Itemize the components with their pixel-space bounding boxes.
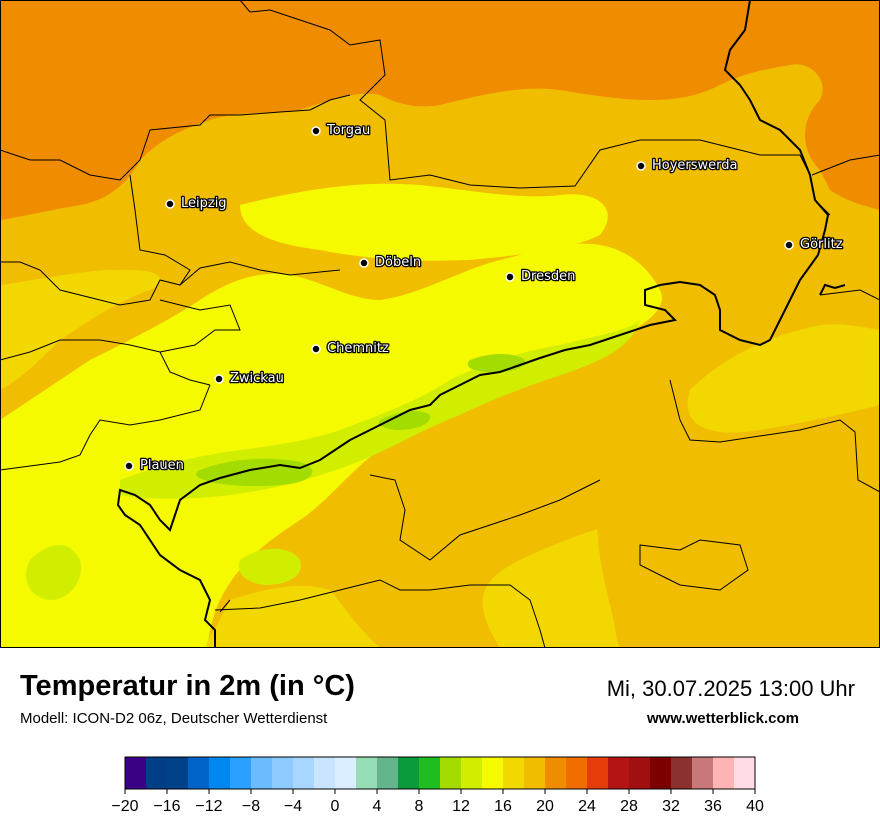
map-title: Temperatur in 2m (in °C) [20, 670, 355, 702]
scale-cell [650, 757, 672, 789]
scale-cell [230, 757, 252, 789]
country-border [116, 0, 846, 648]
city-torgau[interactable]: Torgau [311, 122, 372, 139]
city-label: Leipzig [181, 196, 227, 211]
scale-tick-label: 36 [704, 798, 722, 815]
scale-cell [293, 757, 315, 789]
city-markers: Torgau Hoyerswerda Leipzig Görlitz Döbel… [124, 122, 844, 474]
scale-tick-label: 12 [452, 798, 470, 815]
scale-tick-label: 40 [746, 798, 764, 815]
color-scale: −20 −16 −12 −8 −4 0 4 8 12 16 20 24 28 32 36 40 [111, 756, 764, 815]
temp-zone-26-east [820, 170, 880, 210]
scale-cell [356, 757, 378, 789]
city-plauen[interactable]: Plauen [124, 457, 185, 474]
scale-cell [629, 757, 651, 789]
scale-tick-label: −4 [284, 798, 302, 815]
scale-tick-label: 0 [331, 798, 340, 815]
scale-tick-label: 16 [494, 798, 512, 815]
scale-tick-label: 8 [415, 798, 424, 815]
temp-zone-14-s [238, 548, 301, 585]
scale-cell [482, 757, 504, 789]
scale-cell [608, 757, 630, 789]
scale-tick-label: 24 [578, 798, 596, 815]
scale-cell [188, 757, 210, 789]
city-label: Döbeln [375, 255, 421, 270]
scale-tick-label: 4 [373, 798, 382, 815]
city-zwickau[interactable]: Zwickau [214, 370, 285, 387]
scale-cell [167, 757, 189, 789]
forecast-datetime: Mi, 30.07.2025 13:00 Uhr [606, 676, 855, 701]
scale-tick-label: −8 [242, 798, 260, 815]
temp-zone-18-north [240, 183, 608, 261]
scale-cell [398, 757, 420, 789]
city-label: Dresden [521, 269, 575, 284]
scale-cell [587, 757, 609, 789]
city-doebeln[interactable]: Döbeln [359, 254, 422, 271]
scale-cell [734, 757, 756, 789]
website-link[interactable]: www.wetterblick.com [647, 710, 799, 727]
city-label: Görlitz [800, 237, 843, 252]
model-source: Modell: ICON-D2 06z, Deutscher Wetterdie… [20, 710, 328, 727]
city-label: Zwickau [230, 371, 284, 386]
scale-cell [419, 757, 441, 789]
scale-cell [524, 757, 546, 789]
temperature-map: Torgau Hoyerswerda Leipzig Görlitz Döbel… [0, 0, 880, 648]
scale-cell [566, 757, 588, 789]
scale-tick-label: 28 [620, 798, 638, 815]
scale-cell [314, 757, 336, 789]
scale-tick-label: −16 [153, 798, 180, 815]
district-borders [0, 0, 880, 648]
scale-frame [124, 756, 756, 790]
scale-tick-label: −20 [111, 798, 138, 815]
city-leipzig[interactable]: Leipzig [165, 195, 228, 212]
scale-cell [251, 757, 273, 789]
scale-cell [377, 757, 399, 789]
scale-cell [335, 757, 357, 789]
temp-zone-26 [0, 0, 880, 220]
temp-zone-14-sw [26, 545, 81, 600]
city-label: Chemnitz [327, 341, 389, 356]
scale-tick-label: −12 [195, 798, 222, 815]
scale-cell [209, 757, 231, 789]
city-label: Hoyerswerda [652, 158, 738, 173]
scale-cell [272, 757, 294, 789]
scale-cell [125, 757, 147, 789]
scale-ticks: −20 −16 −12 −8 −4 0 4 8 12 16 20 24 28 32 36 40 [111, 789, 764, 815]
scale-cell [440, 757, 462, 789]
scale-tick-label: 32 [662, 798, 680, 815]
scale-cell [503, 757, 525, 789]
scale-tick-label: 20 [536, 798, 554, 815]
scale-cell [713, 757, 735, 789]
city-chemnitz[interactable]: Chemnitz [311, 340, 390, 357]
city-label: Torgau [326, 123, 370, 138]
temp-zone-12-b [378, 410, 431, 430]
scale-cell [545, 757, 567, 789]
scale-cell [461, 757, 483, 789]
scale-cell [671, 757, 693, 789]
city-dresden[interactable]: Dresden [505, 268, 577, 285]
city-hoyerswerda[interactable]: Hoyerswerda [636, 157, 739, 174]
temp-zone-22-se [597, 476, 880, 648]
scale-cells [125, 757, 756, 789]
city-label: Plauen [140, 458, 184, 473]
scale-cell [692, 757, 714, 789]
scale-cell [146, 757, 168, 789]
city-goerlitz[interactable]: Görlitz [784, 236, 844, 253]
